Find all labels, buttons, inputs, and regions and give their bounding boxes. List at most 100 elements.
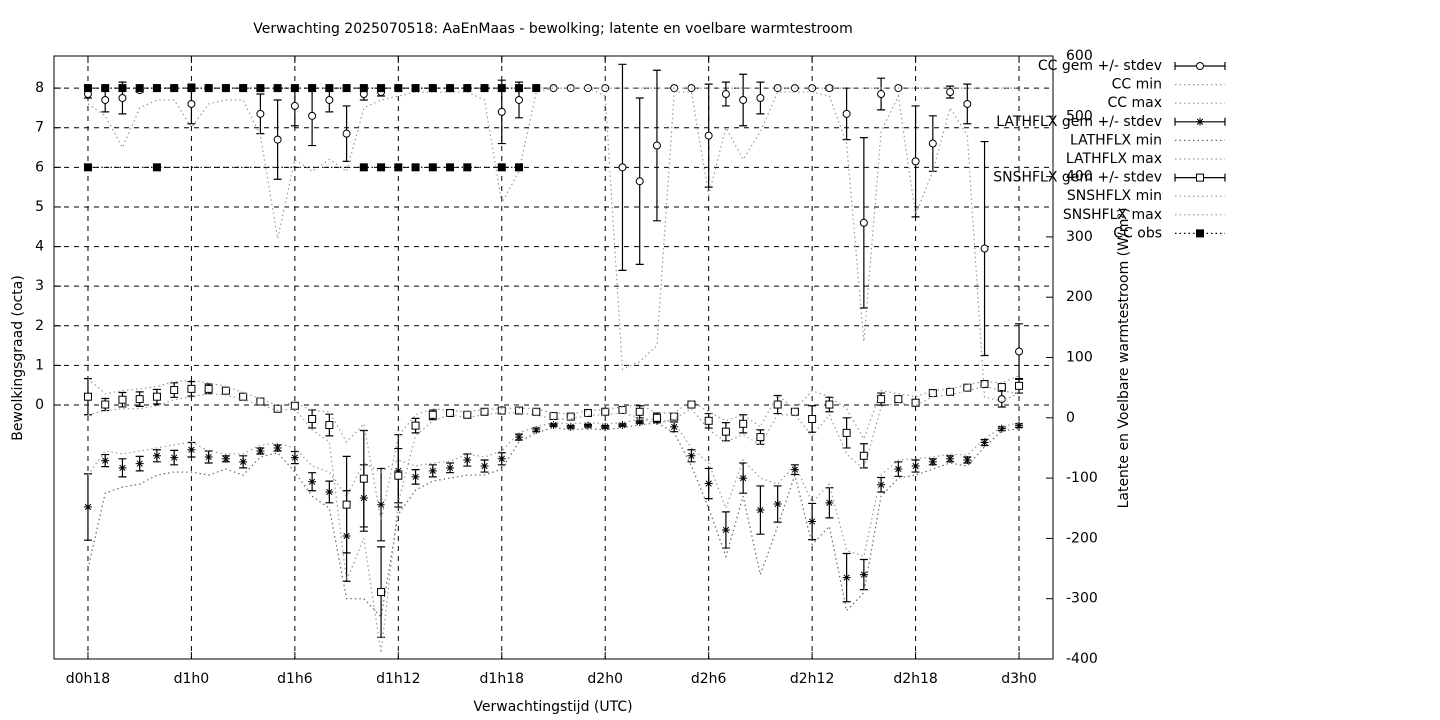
marker — [377, 500, 386, 509]
marker — [566, 422, 575, 431]
marker — [273, 135, 282, 144]
marker — [377, 163, 386, 172]
marker — [308, 84, 317, 93]
marker — [635, 177, 644, 186]
marker — [566, 412, 575, 421]
marker — [652, 413, 661, 422]
marker — [980, 438, 989, 447]
marker — [342, 129, 351, 138]
x-tick-label: d1h6 — [277, 671, 313, 687]
marker — [980, 244, 989, 253]
marker — [101, 456, 110, 465]
legend-label: LATHFLX max — [1066, 151, 1162, 167]
y2-tick-label: -400 — [1066, 651, 1098, 667]
marker — [1015, 421, 1024, 430]
marker — [946, 387, 955, 396]
marker — [911, 398, 920, 407]
legend-label: SNSHFLX max — [1063, 207, 1162, 223]
marker — [515, 163, 524, 172]
marker — [670, 412, 679, 421]
marker — [739, 474, 748, 483]
marker — [428, 466, 437, 475]
marker — [928, 139, 937, 148]
x-tick-label: d1h18 — [480, 671, 524, 687]
marker — [273, 404, 282, 413]
y-tick-label: 5 — [35, 199, 44, 215]
marker — [152, 84, 161, 93]
y-tick-label: 0 — [35, 397, 44, 413]
marker — [480, 407, 489, 416]
marker — [204, 84, 213, 93]
marker — [170, 386, 179, 395]
marker — [997, 383, 1006, 392]
marker — [308, 415, 317, 424]
marker — [497, 406, 506, 415]
marker — [635, 407, 644, 416]
marker — [480, 84, 489, 93]
series-line — [87, 418, 1020, 558]
marker — [325, 421, 334, 430]
marker — [1196, 62, 1204, 70]
marker — [428, 410, 437, 419]
marker — [325, 84, 334, 93]
marker — [808, 517, 817, 526]
x-tick-label: d2h0 — [587, 671, 623, 687]
marker — [342, 84, 351, 93]
marker — [83, 84, 92, 93]
marker — [980, 380, 989, 389]
marker — [946, 454, 955, 463]
marker — [325, 487, 334, 496]
marker — [825, 400, 834, 409]
marker — [394, 471, 403, 480]
marker — [859, 451, 868, 460]
legend-label: SNSHFLX gem +/- stdev — [993, 170, 1162, 186]
series-line — [87, 385, 1020, 654]
marker — [808, 84, 817, 93]
marker — [877, 90, 886, 99]
plot-frame — [53, 55, 1054, 660]
marker — [359, 163, 368, 172]
marker — [670, 422, 679, 431]
marker — [411, 163, 420, 172]
marker — [325, 95, 334, 104]
marker — [549, 84, 558, 93]
marker — [256, 446, 265, 455]
x-tick-label: d2h6 — [691, 671, 727, 687]
marker — [963, 456, 972, 465]
x-tick-label: d1h12 — [376, 671, 420, 687]
y2-tick-label: 0 — [1066, 410, 1075, 426]
marker — [497, 107, 506, 116]
marker — [187, 445, 196, 454]
marker — [515, 406, 524, 415]
marker — [290, 84, 299, 93]
marker — [446, 84, 455, 93]
marker — [290, 453, 299, 462]
y2-tick-label: -300 — [1066, 591, 1098, 607]
marker — [239, 84, 248, 93]
marker — [446, 408, 455, 417]
marker — [101, 95, 110, 104]
x-tick-label: d2h18 — [893, 671, 937, 687]
marker — [928, 457, 937, 466]
marker — [359, 84, 368, 93]
marker — [359, 474, 368, 483]
y-tick-label: 7 — [35, 120, 44, 136]
marker — [756, 433, 765, 442]
marker — [532, 425, 541, 434]
marker — [152, 451, 161, 460]
marker — [825, 498, 834, 507]
marker — [428, 163, 437, 172]
legend-label: SNSHFLX min — [1067, 188, 1162, 204]
marker — [877, 480, 886, 489]
marker — [842, 573, 851, 582]
y2-tick-label: 300 — [1066, 229, 1093, 245]
marker — [83, 392, 92, 401]
marker — [187, 84, 196, 93]
marker — [308, 111, 317, 120]
marker — [532, 84, 541, 93]
x-tick-label: d1h0 — [174, 671, 210, 687]
marker — [997, 424, 1006, 433]
x-tick-label: d3h0 — [1001, 671, 1037, 687]
